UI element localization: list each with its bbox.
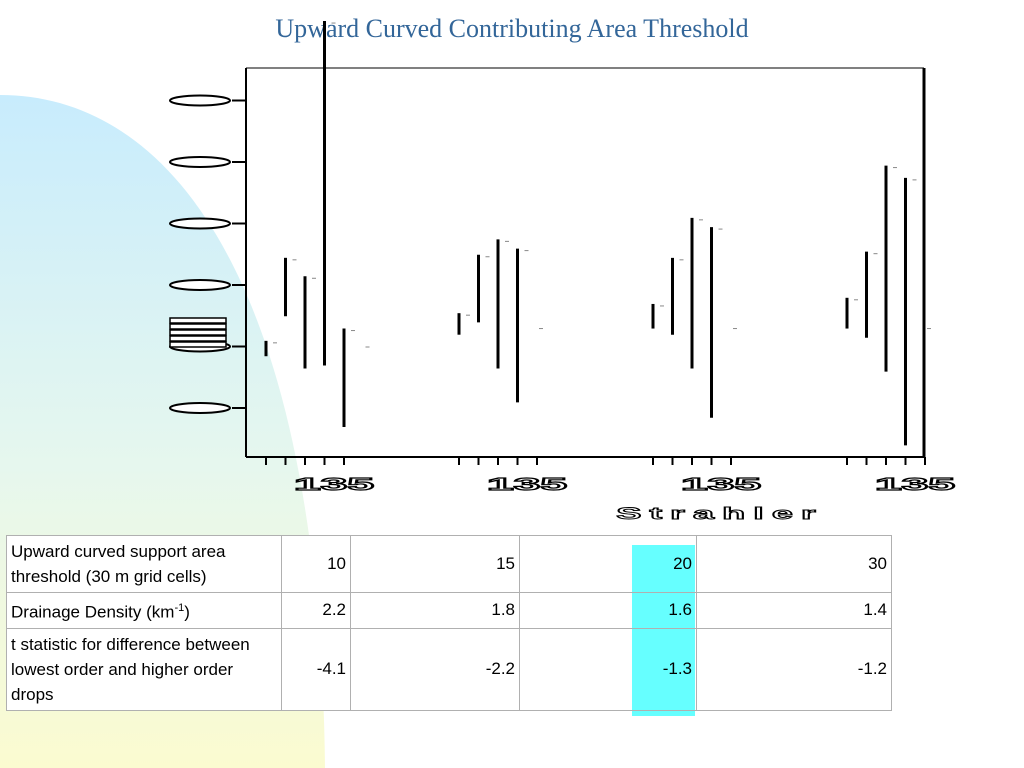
- table-cell: -1.3: [519, 627, 697, 711]
- table-row: Upward curved support area threshold (30…: [6, 535, 892, 593]
- y-axis-labels-garbled: [169, 94, 231, 414]
- table-cell: 15: [350, 535, 520, 593]
- x-tick-label: 135: [875, 474, 955, 494]
- y-tick-label-glyph: [169, 335, 227, 342]
- y-tick-label-glyph: [169, 279, 231, 291]
- y-tick-label-glyph: [169, 402, 231, 414]
- table-cell: 1.8: [350, 592, 520, 629]
- row-label: Upward curved support area threshold (30…: [6, 535, 282, 593]
- y-tick-label-glyph: [169, 217, 231, 230]
- x-axis-tick-labels: 135 135 135 135: [293, 473, 956, 495]
- table-cell: -1.2: [696, 627, 892, 711]
- table-cell: -4.1: [281, 627, 351, 711]
- x-axis-label: Strahler: [616, 505, 824, 523]
- table-row: Drainage Density (km-1) 2.2 1.8 1.6 1.4: [6, 592, 892, 629]
- x-axis-ticks: [265, 457, 926, 465]
- summary-table: Upward curved support area threshold (30…: [6, 535, 892, 711]
- page-title: Upward Curved Contributing Area Threshol…: [275, 14, 749, 43]
- table-cell: 2.2: [281, 592, 351, 629]
- row-label-sup: -1: [174, 602, 185, 614]
- y-tick-label-glyph: [169, 329, 227, 336]
- table-cell: 1.6: [519, 592, 697, 629]
- y-tick-label-glyph: [169, 341, 227, 348]
- x-tick-label: 135: [294, 474, 374, 494]
- range-bars: [264, 21, 931, 446]
- table-cell: 30: [696, 535, 892, 593]
- table-cell: 20: [519, 535, 697, 593]
- range-chart: 135 135 135 135 Strahler: [169, 21, 956, 524]
- y-axis-ticks: [232, 99, 246, 409]
- table-row: t statistic for difference between lowes…: [6, 627, 892, 711]
- row-label: t statistic for difference between lowes…: [6, 627, 282, 711]
- y-tick-label-glyph: [169, 317, 227, 324]
- y-tick-label-glyph: [169, 156, 231, 168]
- x-tick-label: 135: [487, 474, 567, 494]
- table-cell: -2.2: [350, 627, 520, 711]
- table-cell: 10: [281, 535, 351, 593]
- x-tick-label: 135: [681, 474, 761, 494]
- table-cell: 1.4: [696, 592, 892, 629]
- row-label-text: Drainage Density (km: [11, 602, 175, 622]
- row-label-tail: ): [184, 602, 190, 622]
- y-tick-label-glyph: [169, 94, 231, 107]
- row-label: Drainage Density (km-1): [6, 592, 282, 629]
- y-tick-label-glyph: [169, 323, 227, 330]
